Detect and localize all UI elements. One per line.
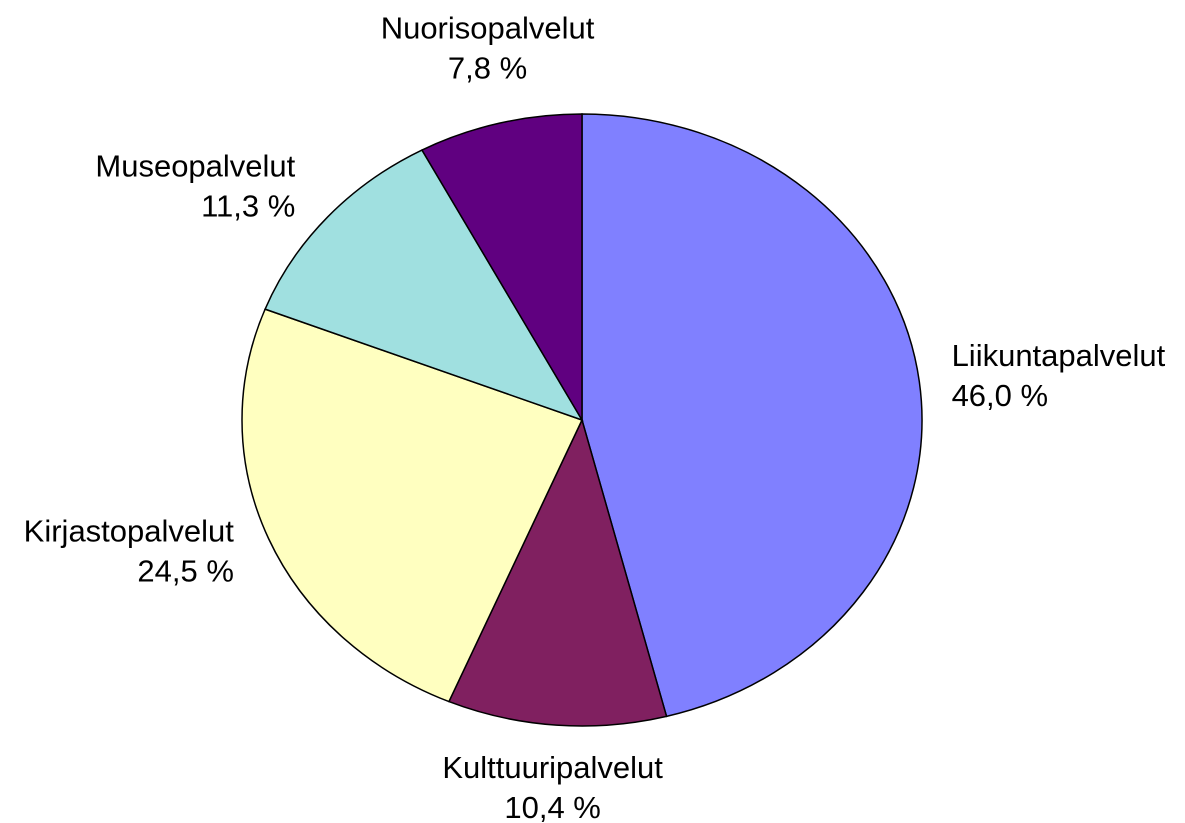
slice-value-label: 46,0 % [952,378,1049,413]
pie-slice [420,113,583,423]
pie-slice [241,308,584,703]
pie-slice [264,149,584,422]
slice-label: Nuorisopalvelut [381,10,595,45]
slice-value-label: 10,4 % [504,790,601,823]
slice-label: Kulttuuripalvelut [442,750,663,785]
slice-value-label: 24,5 % [137,554,234,589]
slice-label: Kirjastopalvelut [24,514,235,549]
pie-slice [447,417,668,727]
pie-slice [581,113,923,718]
slice-label: Liikuntapalvelut [952,338,1166,373]
slice-value-label: 11,3 % [201,188,295,223]
slice-value-label: 7,8 % [448,50,527,85]
slice-label: Museopalvelut [95,148,295,183]
